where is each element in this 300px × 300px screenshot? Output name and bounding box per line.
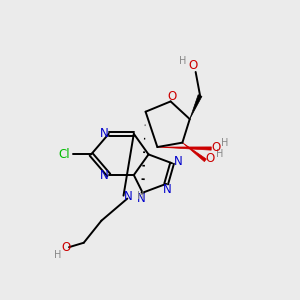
Polygon shape: [158, 147, 211, 150]
Text: N: N: [100, 169, 109, 182]
Text: O: O: [167, 90, 177, 103]
Text: N: N: [137, 192, 146, 205]
Polygon shape: [190, 95, 202, 119]
Text: O: O: [206, 152, 215, 165]
Text: N: N: [100, 127, 109, 140]
Text: H: H: [215, 149, 223, 159]
Text: O: O: [212, 141, 221, 154]
Text: N: N: [174, 155, 183, 168]
Text: H: H: [221, 138, 229, 148]
Text: H: H: [136, 191, 144, 201]
Text: O: O: [188, 59, 197, 72]
Text: H: H: [54, 250, 61, 260]
Polygon shape: [182, 142, 206, 162]
Text: N: N: [124, 190, 132, 203]
Text: Cl: Cl: [59, 148, 70, 161]
Text: O: O: [61, 241, 71, 254]
Text: N: N: [163, 183, 172, 196]
Text: H: H: [179, 56, 186, 66]
